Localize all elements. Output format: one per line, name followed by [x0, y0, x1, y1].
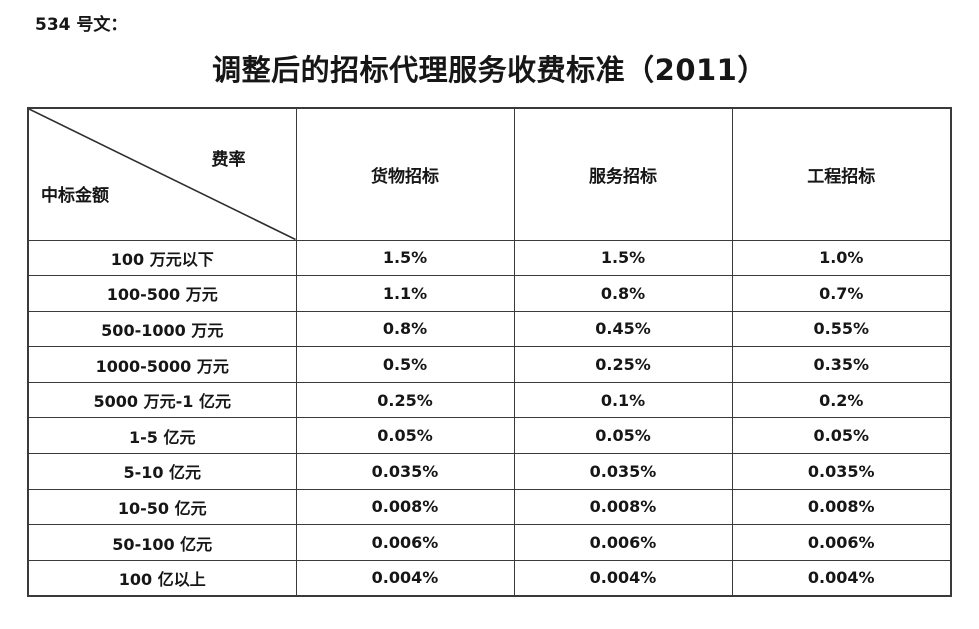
table-row: 5000 万元-1 亿元 0.25% 0.1% 0.2%	[27, 381, 952, 419]
column-header-engineering-bidding: 工程招标	[731, 107, 952, 241]
row-label: 10-50 亿元	[27, 488, 297, 526]
corner-label-rate: 费率	[211, 150, 246, 170]
rate-cell: 0.7%	[731, 275, 952, 312]
row-label: 50-100 亿元	[27, 524, 297, 561]
rate-cell: 0.8%	[295, 310, 515, 348]
corner-header-cell: 费率 中标金额	[27, 107, 297, 241]
fee-rate-table: 费率 中标金额 货物招标 服务招标 工程招标 100 万元以下 1.5% 1.5…	[27, 107, 952, 597]
rate-cell: 0.008%	[295, 488, 515, 526]
rate-cell: 0.25%	[295, 381, 515, 419]
rate-cell: 0.25%	[513, 346, 733, 383]
row-label: 100-500 万元	[27, 275, 297, 312]
table-row: 100 万元以下 1.5% 1.5% 1.0%	[27, 239, 952, 277]
rate-cell: 0.1%	[513, 381, 733, 419]
rate-cell: 0.008%	[731, 488, 952, 526]
rate-cell: 0.008%	[513, 488, 733, 526]
header-row: 费率 中标金额 货物招标 服务招标 工程招标	[27, 107, 952, 241]
page-title: 调整后的招标代理服务收费标准（2011）	[212, 53, 767, 87]
rate-cell: 0.004%	[295, 559, 515, 597]
rate-cell: 0.45%	[513, 310, 733, 348]
column-header-goods-bidding: 货物招标	[295, 107, 515, 241]
row-label: 5-10 亿元	[27, 453, 297, 490]
document-number-label: 534 号文：	[35, 15, 128, 35]
rate-cell: 0.006%	[513, 524, 733, 561]
row-label: 100 万元以下	[27, 239, 297, 277]
rate-cell: 0.004%	[731, 559, 952, 597]
column-header-service-bidding: 服务招标	[513, 107, 733, 241]
rate-cell: 0.5%	[295, 346, 515, 383]
row-label: 5000 万元-1 亿元	[27, 381, 297, 419]
rate-cell: 0.8%	[513, 275, 733, 312]
rate-cell: 0.2%	[731, 381, 952, 419]
rate-cell: 0.004%	[513, 559, 733, 597]
row-label: 1-5 亿元	[27, 417, 297, 455]
rate-cell: 0.05%	[295, 417, 515, 455]
row-label: 1000-5000 万元	[27, 346, 297, 383]
diagonal-divider-line	[29, 109, 296, 240]
table-row: 10-50 亿元 0.008% 0.008% 0.008%	[27, 488, 952, 526]
rate-cell: 0.05%	[731, 417, 952, 455]
rate-cell: 0.035%	[295, 453, 515, 490]
rate-cell: 0.035%	[513, 453, 733, 490]
table-row: 100 亿以上 0.004% 0.004% 0.004%	[27, 559, 952, 597]
rate-cell: 1.5%	[295, 239, 515, 277]
table-row: 100-500 万元 1.1% 0.8% 0.7%	[27, 275, 952, 312]
rate-cell: 1.0%	[731, 239, 952, 277]
rate-cell: 0.05%	[513, 417, 733, 455]
table-row: 500-1000 万元 0.8% 0.45% 0.55%	[27, 310, 952, 348]
rate-cell: 0.35%	[731, 346, 952, 383]
table-row: 1000-5000 万元 0.5% 0.25% 0.35%	[27, 346, 952, 383]
row-label: 500-1000 万元	[27, 310, 297, 348]
rate-cell: 0.006%	[295, 524, 515, 561]
table-row: 50-100 亿元 0.006% 0.006% 0.006%	[27, 524, 952, 561]
table-row: 1-5 亿元 0.05% 0.05% 0.05%	[27, 417, 952, 455]
row-label: 100 亿以上	[27, 559, 297, 597]
rate-cell: 0.035%	[731, 453, 952, 490]
corner-label-bid-amount: 中标金额	[41, 186, 109, 206]
rate-cell: 0.006%	[731, 524, 952, 561]
rate-cell: 0.55%	[731, 310, 952, 348]
rate-cell: 1.1%	[295, 275, 515, 312]
rate-cell: 1.5%	[513, 239, 733, 277]
table-row: 5-10 亿元 0.035% 0.035% 0.035%	[27, 453, 952, 490]
